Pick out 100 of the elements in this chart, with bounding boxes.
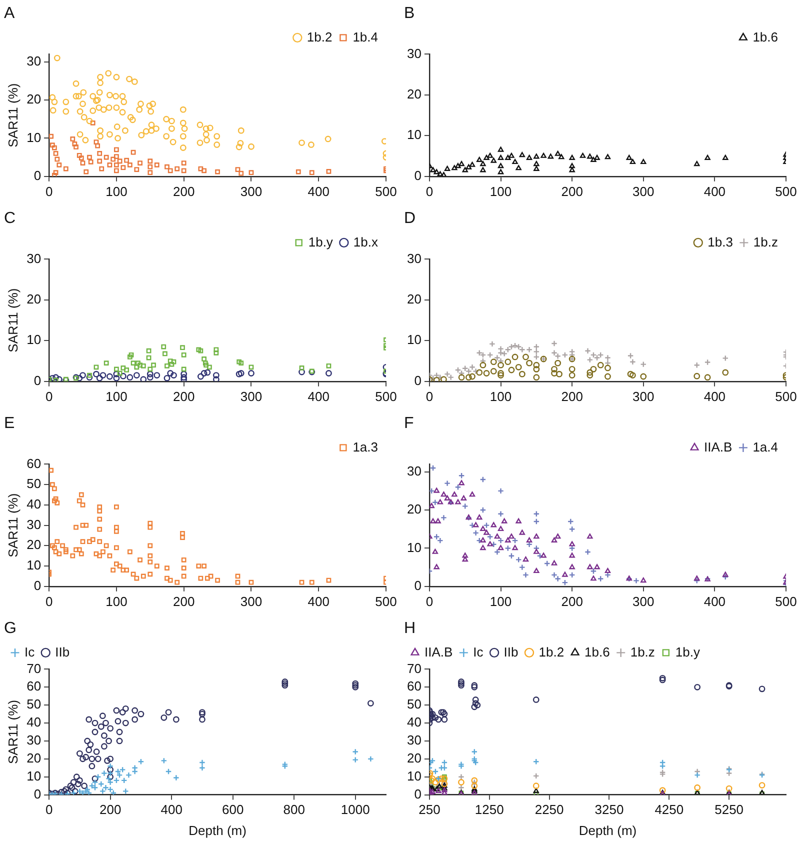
x-tick-label: 0 xyxy=(45,184,53,199)
y-tick-label: 10 xyxy=(406,768,422,784)
y-tick-label: 10 xyxy=(26,768,42,784)
y-tick-label: 20 xyxy=(406,502,422,517)
legend-label: 1b.3 xyxy=(708,234,733,250)
x-tick-label: 300 xyxy=(240,388,262,404)
x-tick-label: 600 xyxy=(222,802,244,818)
x-tick-label: 400 xyxy=(308,594,330,609)
x-tick-label: 300 xyxy=(632,388,654,404)
legend-label: IIb xyxy=(55,644,70,660)
y-tick-label: 10 xyxy=(406,127,422,142)
y-tick-label: 20 xyxy=(26,750,42,766)
legend-label: 1b.y xyxy=(308,234,334,250)
y-tick-label: 10 xyxy=(406,332,422,348)
y-tick-label: 30 xyxy=(26,516,42,532)
y-tick-label: 0 xyxy=(34,578,42,593)
y-tick-label: 40 xyxy=(26,714,42,730)
y-axis-title: SAR11 (%) xyxy=(5,83,20,148)
legend-label: 1a.4 xyxy=(752,439,778,454)
y-tick-label: 30 xyxy=(406,250,422,266)
x-tick-label: 100 xyxy=(106,594,128,609)
x-tick-label: 0 xyxy=(45,802,53,818)
chart-title: C xyxy=(4,210,16,228)
legend-label: 1b.y xyxy=(675,644,700,660)
x-tick-label: 300 xyxy=(240,594,262,609)
y-tick-label: 10 xyxy=(26,130,42,145)
x-tick-label: 100 xyxy=(106,388,128,404)
y-tick-label: 0 xyxy=(414,578,422,593)
chart-title: B xyxy=(404,5,415,22)
legend-label: 1b.z xyxy=(753,234,778,250)
legend-label: IIA.B xyxy=(704,439,732,454)
chart-title: G xyxy=(4,620,16,638)
x-tick-label: 200 xyxy=(172,184,195,199)
y-axis-title: SAR11 (%) xyxy=(5,700,20,764)
legend-label: 1b.6 xyxy=(752,29,778,44)
y-tick-label: 50 xyxy=(406,696,422,712)
legend-label: 1b.x xyxy=(353,234,378,250)
x-tick-label: 500 xyxy=(775,388,797,404)
x-tick-label: 400 xyxy=(704,388,726,404)
y-tick-label: 10 xyxy=(26,558,42,573)
x-tick-label: 1000 xyxy=(340,802,370,818)
x-tick-label: 500 xyxy=(375,184,397,199)
x-tick-label: 1250 xyxy=(474,802,504,818)
x-tick-label: 200 xyxy=(172,388,195,404)
y-tick-label: 50 xyxy=(26,696,42,712)
x-tick-label: 500 xyxy=(375,388,397,404)
x-tick-label: 400 xyxy=(704,184,726,199)
x-tick-label: 800 xyxy=(283,802,305,818)
x-tick-label: 300 xyxy=(632,594,654,609)
x-tick-label: 4250 xyxy=(654,802,684,818)
x-tick-label: 0 xyxy=(426,594,434,609)
y-tick-label: 0 xyxy=(34,372,42,388)
legend-label: Ic xyxy=(24,644,36,660)
y-tick-label: 30 xyxy=(406,732,422,748)
legend-label: 1b.4 xyxy=(352,29,378,44)
y-tick-label: 0 xyxy=(414,372,422,388)
y-tick-label: 70 xyxy=(406,660,422,676)
y-tick-label: 10 xyxy=(406,540,422,555)
x-tick-label: 0 xyxy=(426,184,434,199)
y-tick-label: 0 xyxy=(414,168,422,183)
legend-label: 1b.2 xyxy=(538,644,564,660)
x-tick-label: 400 xyxy=(308,388,330,404)
y-tick-label: 60 xyxy=(26,678,42,694)
y-tick-label: 30 xyxy=(26,732,42,748)
x-tick-label: 100 xyxy=(490,184,512,199)
x-tick-label: 200 xyxy=(99,802,122,818)
y-tick-label: 60 xyxy=(406,678,422,694)
chart-title: E xyxy=(4,415,15,432)
y-tick-label: 20 xyxy=(406,750,422,766)
x-tick-label: 0 xyxy=(426,388,434,404)
x-tick-label: 200 xyxy=(561,594,583,609)
y-tick-label: 0 xyxy=(34,786,42,802)
chart-title: H xyxy=(404,620,416,638)
y-tick-label: 20 xyxy=(26,537,42,552)
x-tick-label: 200 xyxy=(561,184,583,199)
y-tick-label: 40 xyxy=(406,714,422,730)
x-tick-label: 400 xyxy=(704,594,726,609)
y-axis-title: SAR11 (%) xyxy=(5,288,20,352)
legend-label: 1b.2 xyxy=(306,29,332,44)
x-tick-label: 200 xyxy=(561,388,583,404)
legend-label: 1a.3 xyxy=(352,439,378,454)
x-tick-label: 400 xyxy=(160,802,182,818)
y-tick-label: 70 xyxy=(26,660,42,676)
x-tick-label: 2250 xyxy=(534,802,564,818)
legend-label: IIb xyxy=(504,644,518,660)
x-tick-label: 100 xyxy=(490,594,512,609)
y-tick-label: 20 xyxy=(406,86,422,102)
chart-title: A xyxy=(4,5,15,22)
y-tick-label: 0 xyxy=(34,168,42,183)
y-tick-label: 40 xyxy=(26,496,42,512)
y-tick-label: 30 xyxy=(406,463,422,478)
x-tick-label: 400 xyxy=(308,184,330,199)
legend-label: IIA.B xyxy=(424,644,453,660)
y-tick-label: 20 xyxy=(406,292,422,307)
y-tick-label: 20 xyxy=(26,292,42,307)
x-tick-label: 500 xyxy=(775,594,797,609)
y-tick-label: 50 xyxy=(26,476,42,492)
y-tick-label: 10 xyxy=(26,332,42,348)
x-tick-label: 5250 xyxy=(714,802,744,818)
y-tick-label: 0 xyxy=(414,786,422,802)
